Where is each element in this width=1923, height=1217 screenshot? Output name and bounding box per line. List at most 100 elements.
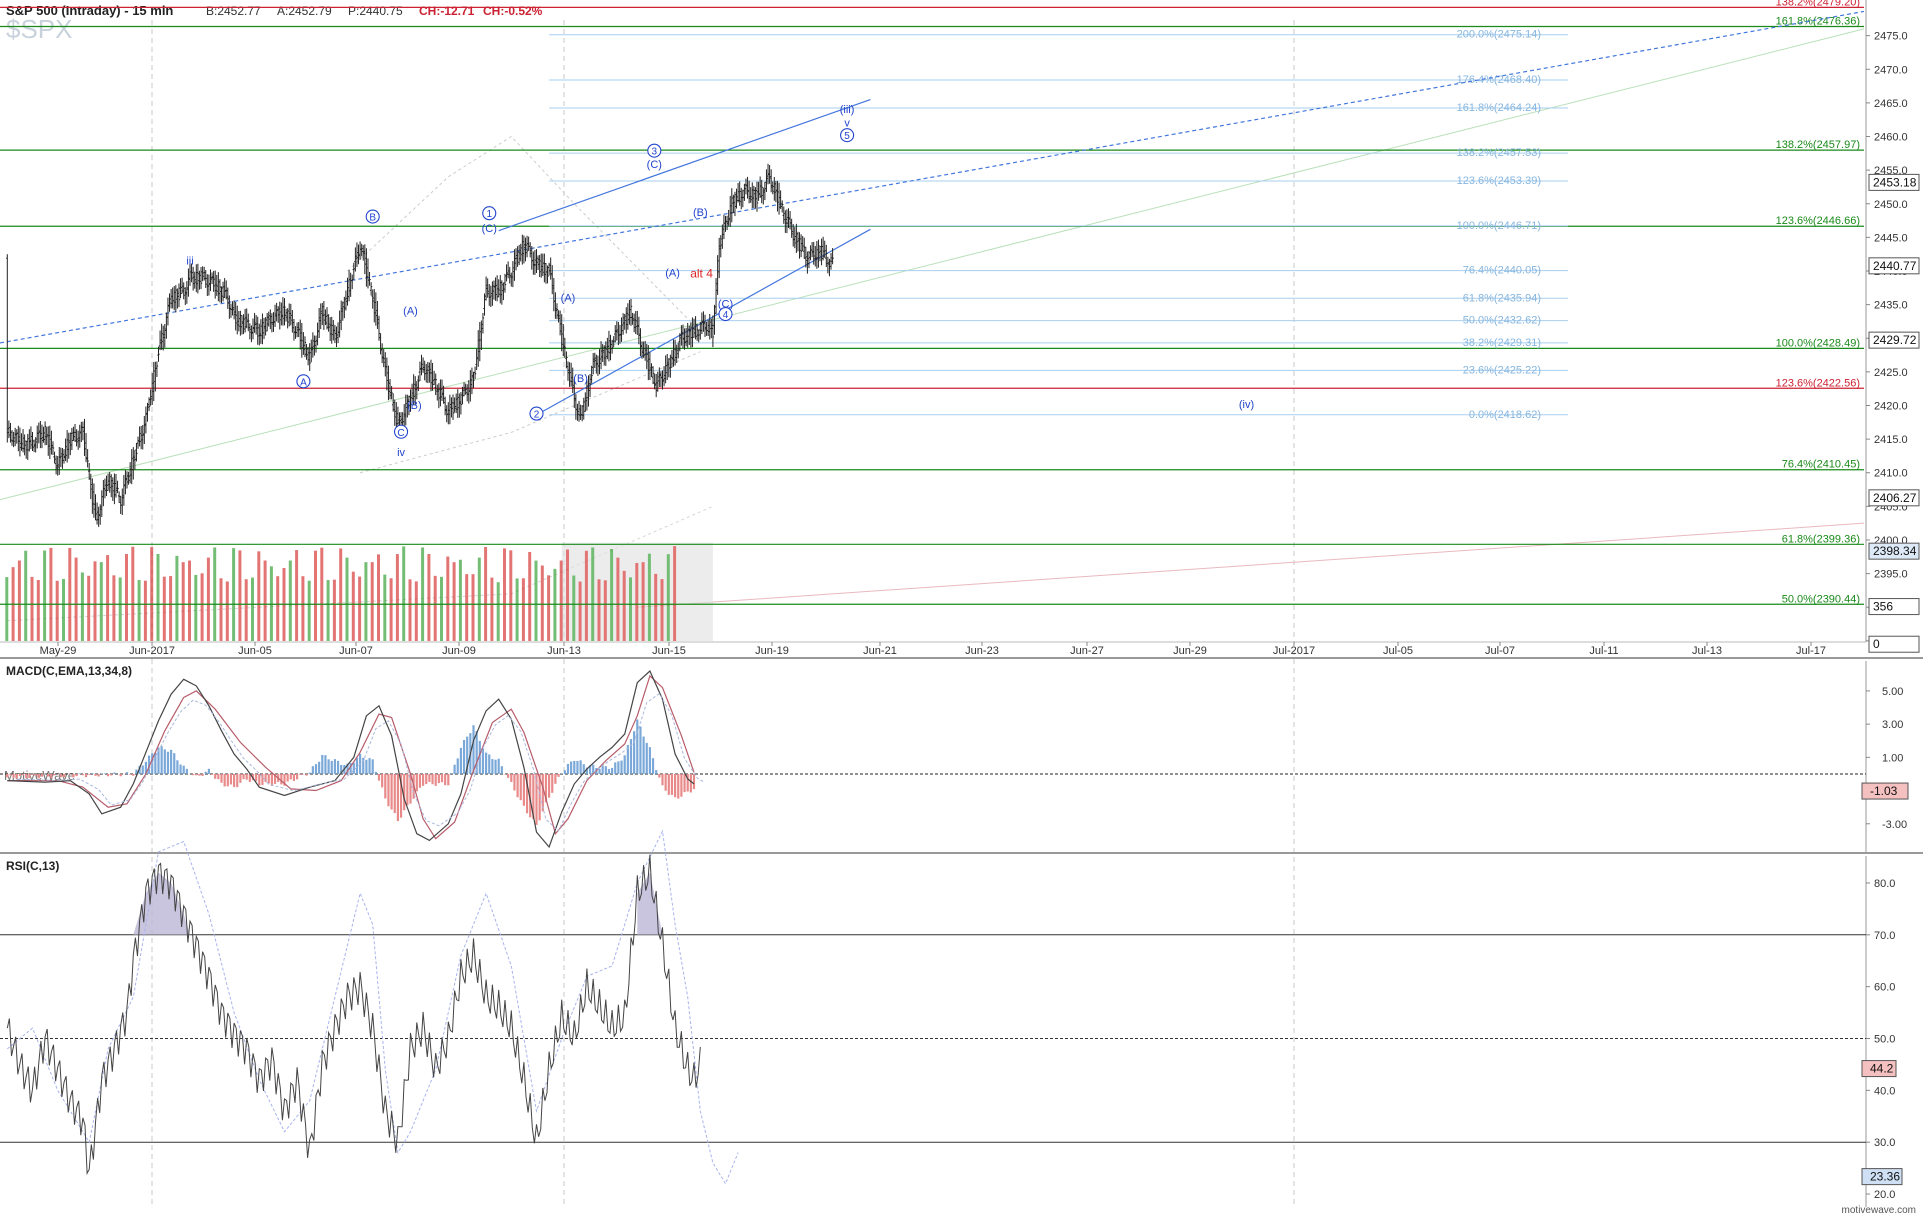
macd-pane: MACD(C,EMA,13,34,8) -3.00 1.00 3.00 5.00 -1.0… (0, 661, 1923, 854)
volume-bar (345, 557, 349, 641)
y-tick-label: 2415.0 (1874, 434, 1908, 446)
rsi-value-label: 44.2 (1870, 1062, 1894, 1076)
ask-readout: A:2452.79 (277, 4, 332, 18)
fib-projection-label: 176.4%(2468.40) (1457, 74, 1541, 86)
volume-bar (24, 550, 28, 641)
wave-label: A (300, 377, 307, 388)
x-tick-label: May-29 (40, 645, 77, 657)
volume-bar (156, 553, 160, 641)
wave-label: (B) (407, 400, 422, 412)
wave-label: C (397, 428, 404, 439)
volume-bar (635, 562, 639, 641)
price-box-label: 0 (1873, 637, 1880, 651)
rsi-value-label-2: 23.36 (1870, 1170, 1900, 1184)
volume-bar (5, 577, 9, 641)
volume-bar (143, 580, 147, 641)
wave-label: (iv) (1239, 399, 1254, 411)
bid-readout: B:2452.77 (206, 4, 261, 18)
volume-bar (251, 577, 254, 641)
macd-title: MACD(C,EMA,13,34,8) (6, 664, 132, 678)
volume-bar (326, 580, 330, 641)
fib-projection-label: 100.0%(2446.71) (1457, 220, 1541, 232)
volume-bar (452, 562, 456, 641)
y-tick-label: 2395.0 (1874, 569, 1908, 581)
volume-bar (162, 576, 166, 641)
macd-y-tick-label: 5.00 (1882, 686, 1903, 698)
price-box (1868, 635, 1920, 653)
fib-projection-label: 23.6%(2425.22) (1463, 364, 1541, 376)
volume-bar (213, 547, 217, 641)
volume-bar (112, 575, 116, 641)
volume-bar (414, 581, 418, 641)
wave-circle (365, 209, 380, 224)
y-tick-label: 2450.0 (1874, 199, 1908, 211)
fib-projection-label: 76.4%(2440.05) (1463, 265, 1541, 277)
channel-upper (498, 98, 871, 232)
fib-level-label: 50.0%(2390.44) (1782, 593, 1860, 605)
fib-level-label: 76.4%(2410.45) (1782, 459, 1860, 471)
volume-bar (257, 551, 261, 641)
volume-bar (288, 560, 292, 641)
wave-label: iii (186, 255, 193, 267)
fib-projection-label: 161.8%(2464.24) (1457, 102, 1541, 114)
volume-bar (528, 551, 532, 641)
volume-bar (188, 560, 191, 641)
x-axis-labels: May-29 Jun-2017 Jun-05 Jun-07 Jun-09 Jun-13 Ju… (40, 642, 1826, 657)
volume-bar (484, 546, 488, 641)
price-box-label: 356 (1873, 600, 1893, 614)
wave-circle (296, 374, 311, 389)
wave-label: (iii) (840, 104, 855, 116)
fib-projection-label: 0.0%(2418.62) (1469, 409, 1541, 421)
volume-bar (125, 554, 128, 641)
volume-bar (496, 582, 500, 641)
volume-bar (118, 577, 122, 641)
volume-bar (87, 575, 91, 641)
trend-line-pink (637, 522, 1865, 608)
volume-bar (137, 580, 141, 641)
volume-bar (647, 553, 651, 641)
volume-bar (440, 576, 443, 641)
price-readout: P:2440.75 (348, 4, 403, 18)
volume-bar (433, 575, 437, 641)
price-box-label: 2440.77 (1873, 259, 1917, 273)
volume-bar (314, 550, 317, 641)
trend-line-green (0, 28, 1865, 501)
rsi-y-tick-label: 50.0 (1874, 1033, 1895, 1045)
rsi-line (6, 854, 701, 1176)
macd-dashed-line (16, 692, 704, 832)
volume-bar (389, 578, 393, 641)
macd-y-tick-label: 3.00 (1882, 719, 1903, 731)
fib-projection-label: 50.0%(2432.62) (1463, 315, 1541, 327)
volume-bar (578, 581, 582, 641)
volume-bar (559, 560, 563, 641)
volume-bar (402, 546, 406, 641)
price-box (1868, 331, 1920, 349)
volume-bar (295, 550, 299, 641)
price-box-label: 2429.72 (1873, 333, 1917, 347)
fib-level-label: 123.6%(2422.56) (1776, 377, 1860, 389)
change-readout: CH:-12.71 (419, 4, 475, 18)
volume-bar (68, 547, 72, 641)
wave-circle (647, 143, 662, 158)
fib-projection-label: 200.0%(2475.14) (1457, 29, 1541, 41)
fib-level-label: 61.8%(2399.36) (1782, 533, 1860, 545)
wave-label: (A) (561, 292, 576, 304)
chart-title: S&P 500 (Intraday) - 15 min (6, 3, 173, 18)
x-tick-label: Jun-19 (755, 645, 789, 657)
macd-histogram (6, 719, 696, 825)
volume-bar (332, 579, 336, 641)
volume-bar (666, 554, 670, 641)
volume-bar (320, 547, 324, 641)
y-tick-label: 2405.0 (1874, 501, 1908, 513)
volume-bar (572, 575, 576, 641)
volume-bar (603, 580, 607, 641)
wave-label: 2 (534, 410, 540, 421)
volume-bar (471, 574, 475, 641)
y-tick-label: 2425.0 (1874, 367, 1908, 379)
rsi-value-box-2 (1861, 1168, 1903, 1186)
wave-label: iv (397, 447, 405, 459)
wave-label: 4 (723, 310, 729, 321)
volume-bar (566, 549, 569, 641)
